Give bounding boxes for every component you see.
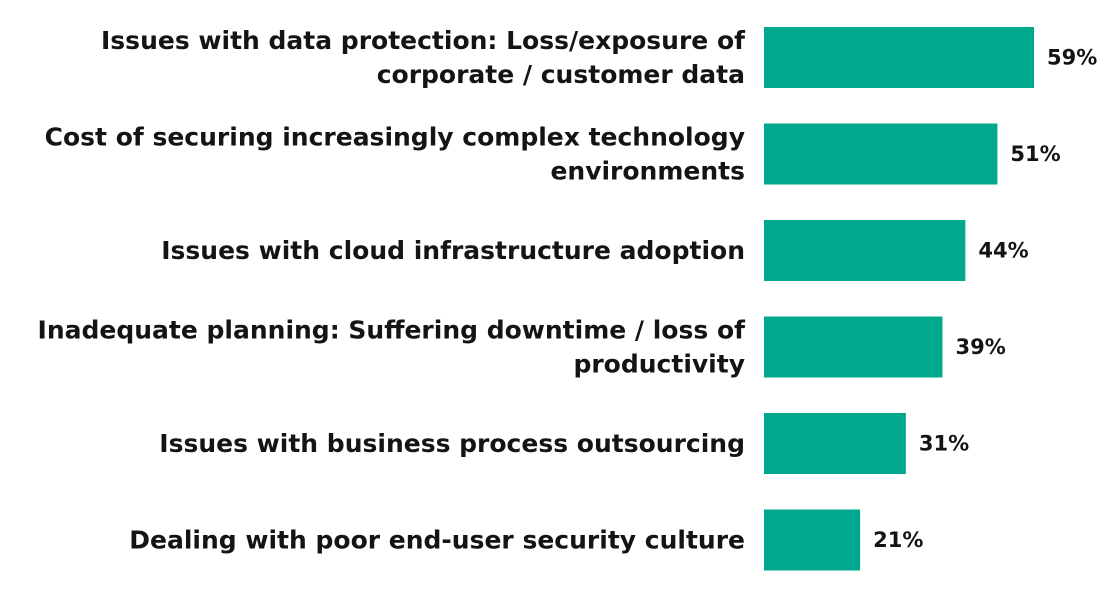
category-label-2: Issues with cloud infrastructure adoptio… — [161, 236, 745, 265]
category-label-3-line-0: Inadequate planning: Suffering downtime … — [38, 316, 747, 345]
category-label-4: Issues with business process outsourcing — [159, 429, 745, 458]
value-label-4: 31% — [919, 432, 969, 456]
bar-1 — [764, 123, 998, 185]
value-label-3: 39% — [955, 335, 1005, 359]
bar-3 — [764, 316, 943, 378]
category-label-1-line-1: environments — [550, 157, 745, 186]
value-label-2: 44% — [978, 239, 1028, 263]
category-labels: Issues with data protection: Loss/exposu… — [38, 26, 747, 555]
bar-5 — [764, 509, 861, 571]
bars — [764, 27, 1034, 571]
bar-4 — [764, 413, 906, 474]
value-label-1: 51% — [1010, 142, 1060, 166]
bar-0 — [764, 27, 1034, 88]
category-label-1-line-0: Cost of securing increasingly complex te… — [45, 123, 745, 152]
bar-2 — [764, 220, 966, 281]
value-label-5: 21% — [873, 528, 923, 552]
category-label-3-line-1: productivity — [573, 350, 745, 379]
value-label-0: 59% — [1047, 46, 1097, 70]
category-label-0-line-0: Issues with data protection: Loss/exposu… — [101, 26, 746, 55]
category-label-5: Dealing with poor end-user security cult… — [129, 526, 745, 555]
value-labels: 59% 51% 44% 39% 31% 21% — [873, 46, 1097, 553]
category-label-0-line-1: corporate / customer data — [377, 60, 745, 89]
